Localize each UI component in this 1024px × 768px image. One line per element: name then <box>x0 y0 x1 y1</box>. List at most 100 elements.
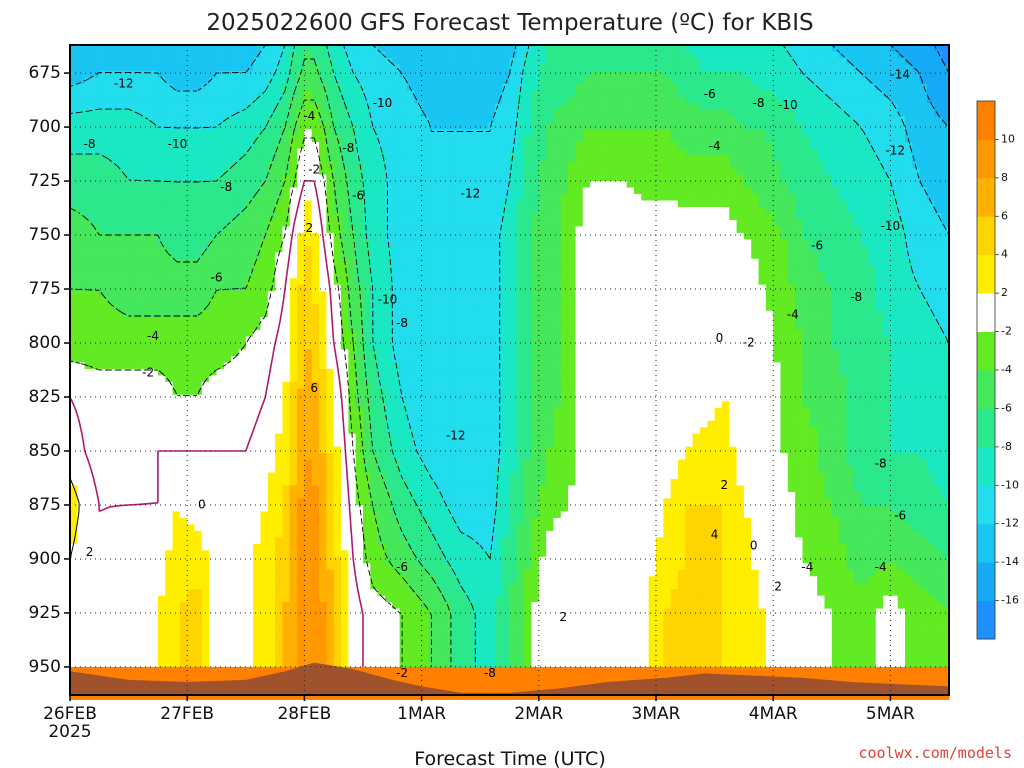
field-cell <box>275 440 284 448</box>
field-cell <box>91 343 100 351</box>
field-cell <box>421 109 430 117</box>
field-cell <box>150 245 159 253</box>
field-cell <box>201 615 210 623</box>
field-cell <box>179 641 188 649</box>
field-cell <box>165 187 174 195</box>
field-cell <box>384 368 393 376</box>
field-cell <box>77 116 86 124</box>
field-cell <box>275 200 284 208</box>
field-cell <box>165 453 174 461</box>
field-cell <box>165 569 174 577</box>
field-cell <box>333 310 342 318</box>
field-cell <box>341 51 349 59</box>
field-cell <box>319 265 327 273</box>
field-cell <box>341 109 349 117</box>
field-cell <box>428 213 437 221</box>
field-cell <box>157 226 166 234</box>
field-cell <box>370 602 379 610</box>
field-cell <box>348 265 357 273</box>
field-cell <box>91 252 100 260</box>
field-cell <box>333 349 342 357</box>
field-cell <box>245 472 254 480</box>
field-cell <box>370 550 379 558</box>
field-cell <box>304 90 313 98</box>
field-cell <box>99 459 108 467</box>
field-cell <box>311 284 320 292</box>
field-cell <box>304 96 313 104</box>
field-cell <box>267 103 276 111</box>
field-cell <box>91 427 100 435</box>
field-cell <box>370 394 379 402</box>
field-cell <box>289 556 298 564</box>
field-cell <box>135 129 144 137</box>
field-cell <box>135 317 144 325</box>
field-cell <box>253 466 262 474</box>
field-cell <box>128 45 137 53</box>
field-cell <box>282 524 291 532</box>
field-cell <box>267 420 276 428</box>
field-cell <box>135 563 144 571</box>
field-cell <box>392 64 401 72</box>
field-cell <box>304 556 313 564</box>
field-cell <box>370 368 379 376</box>
field-cell <box>106 291 115 299</box>
field-cell <box>392 446 401 454</box>
field-cell <box>194 479 203 487</box>
field-cell <box>392 122 401 130</box>
field-cell <box>392 692 401 700</box>
field-cell <box>428 349 437 357</box>
field-cell <box>319 135 327 143</box>
field-cell <box>150 615 159 623</box>
field-cell <box>392 343 401 351</box>
field-cell <box>326 122 335 130</box>
field-cell <box>194 608 203 616</box>
field-cell <box>348 168 357 176</box>
field-cell <box>355 433 364 441</box>
field-cell <box>201 64 210 72</box>
field-cell <box>355 336 364 344</box>
field-cell <box>297 524 305 532</box>
field-cell <box>275 634 284 642</box>
field-cell <box>179 194 188 202</box>
field-cell <box>341 569 349 577</box>
field-cell <box>275 77 284 85</box>
field-cell <box>172 692 181 700</box>
field-cell <box>355 330 364 338</box>
field-cell <box>179 485 188 493</box>
field-cell <box>172 543 181 551</box>
field-cell <box>363 245 371 253</box>
field-cell <box>245 660 254 668</box>
field-cell <box>348 634 357 642</box>
field-cell <box>333 155 342 163</box>
field-cell <box>135 304 144 312</box>
field-cell <box>84 362 93 370</box>
field-cell <box>209 116 218 124</box>
field-cell <box>275 524 284 532</box>
field-cell <box>77 323 86 331</box>
field-cell <box>341 226 349 234</box>
field-cell <box>297 492 305 500</box>
field-cell <box>172 550 181 558</box>
field-cell <box>172 323 181 331</box>
field-cell <box>355 70 364 78</box>
field-cell <box>165 271 174 279</box>
field-cell <box>406 537 415 545</box>
field-cell <box>238 96 247 104</box>
field-cell <box>187 660 196 668</box>
field-cell <box>384 414 393 422</box>
field-cell <box>99 381 108 389</box>
field-cell <box>143 336 152 344</box>
field-cell <box>267 109 276 117</box>
field-cell <box>377 116 386 124</box>
field-cell <box>172 310 181 318</box>
field-cell <box>326 641 335 649</box>
field-cell <box>121 284 130 292</box>
field-cell <box>165 310 174 318</box>
field-cell <box>333 148 342 156</box>
field-cell <box>99 556 108 564</box>
field-cell <box>267 278 276 286</box>
field-cell <box>370 122 379 130</box>
field-cell <box>157 77 166 85</box>
field-cell <box>348 375 357 383</box>
field-cell <box>179 155 188 163</box>
